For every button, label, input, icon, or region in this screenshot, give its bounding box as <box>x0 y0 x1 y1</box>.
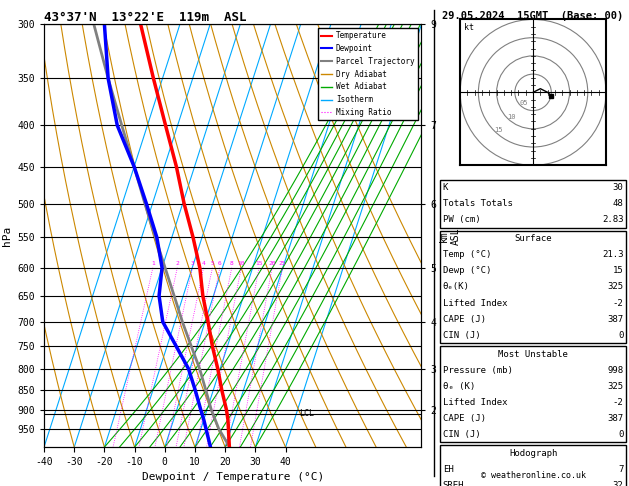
Text: 325: 325 <box>607 382 623 391</box>
Text: CAPE (J): CAPE (J) <box>443 414 486 423</box>
Text: 998: 998 <box>607 365 623 375</box>
Text: -2: -2 <box>613 398 623 407</box>
Text: 7: 7 <box>618 465 623 474</box>
Text: 2.83: 2.83 <box>602 215 623 225</box>
Text: 10: 10 <box>507 114 515 120</box>
Text: 25: 25 <box>279 260 286 266</box>
Text: 30: 30 <box>613 183 623 192</box>
Text: Surface: Surface <box>515 234 552 243</box>
Text: Lifted Index: Lifted Index <box>443 298 508 308</box>
Text: 1: 1 <box>151 260 155 266</box>
Text: 325: 325 <box>607 282 623 292</box>
Text: 5: 5 <box>211 260 214 266</box>
Text: 21.3: 21.3 <box>602 250 623 260</box>
Text: K: K <box>443 183 448 192</box>
Text: © weatheronline.co.uk: © weatheronline.co.uk <box>481 471 586 480</box>
Text: 43°37'N  13°22'E  119m  ASL: 43°37'N 13°22'E 119m ASL <box>44 11 247 24</box>
Y-axis label: hPa: hPa <box>2 226 12 246</box>
Text: θₑ (K): θₑ (K) <box>443 382 475 391</box>
Text: 20: 20 <box>269 260 276 266</box>
Text: CIN (J): CIN (J) <box>443 430 481 439</box>
Text: Hodograph: Hodograph <box>509 449 557 458</box>
Text: 3: 3 <box>191 260 194 266</box>
Y-axis label: km
ASL: km ASL <box>439 227 460 244</box>
Text: 15: 15 <box>494 127 502 133</box>
Text: 48: 48 <box>613 199 623 208</box>
Legend: Temperature, Dewpoint, Parcel Trajectory, Dry Adiabat, Wet Adiabat, Isotherm, Mi: Temperature, Dewpoint, Parcel Trajectory… <box>318 28 418 120</box>
Text: 15: 15 <box>613 266 623 276</box>
Text: 6: 6 <box>218 260 221 266</box>
Text: 0: 0 <box>618 330 623 340</box>
Text: 387: 387 <box>607 314 623 324</box>
Text: LCL: LCL <box>299 410 314 418</box>
Text: EH: EH <box>443 465 454 474</box>
Text: 0: 0 <box>618 430 623 439</box>
Text: Pressure (mb): Pressure (mb) <box>443 365 513 375</box>
Text: 15: 15 <box>255 260 263 266</box>
Text: Most Unstable: Most Unstable <box>498 349 568 359</box>
Text: 10: 10 <box>238 260 245 266</box>
Text: CIN (J): CIN (J) <box>443 330 481 340</box>
X-axis label: Dewpoint / Temperature (°C): Dewpoint / Temperature (°C) <box>142 472 324 483</box>
Text: θₑ(K): θₑ(K) <box>443 282 470 292</box>
Text: Totals Totals: Totals Totals <box>443 199 513 208</box>
Text: 387: 387 <box>607 414 623 423</box>
Text: kt: kt <box>464 23 474 33</box>
Text: 8: 8 <box>230 260 233 266</box>
Text: -2: -2 <box>613 298 623 308</box>
Text: PW (cm): PW (cm) <box>443 215 481 225</box>
Text: Dewp (°C): Dewp (°C) <box>443 266 491 276</box>
Text: Lifted Index: Lifted Index <box>443 398 508 407</box>
Text: CAPE (J): CAPE (J) <box>443 314 486 324</box>
Text: 4: 4 <box>202 260 206 266</box>
Text: 29.05.2024  15GMT  (Base: 00): 29.05.2024 15GMT (Base: 00) <box>442 11 624 21</box>
Text: 05: 05 <box>520 101 528 106</box>
Text: SREH: SREH <box>443 481 464 486</box>
Text: 2: 2 <box>175 260 179 266</box>
Text: Temp (°C): Temp (°C) <box>443 250 491 260</box>
Text: 32: 32 <box>613 481 623 486</box>
